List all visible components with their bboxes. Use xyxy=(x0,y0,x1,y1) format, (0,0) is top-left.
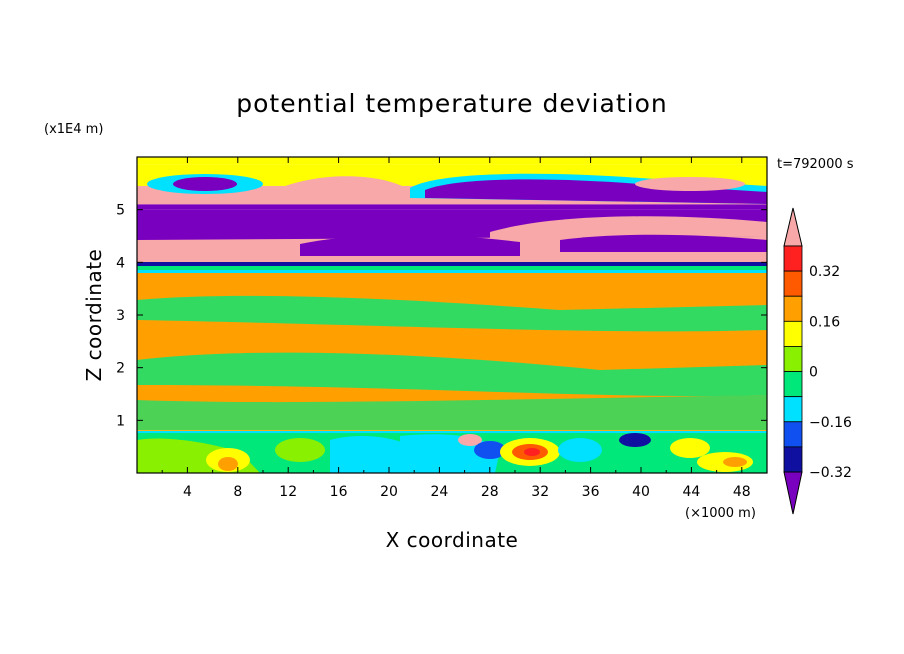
heatmap-field xyxy=(137,157,767,473)
feature xyxy=(137,352,767,397)
x-tick-label: 48 xyxy=(733,484,751,500)
x-tick-label: 8 xyxy=(233,484,242,500)
feature xyxy=(137,270,767,273)
field-band xyxy=(137,204,767,210)
time-label: t=792000 s xyxy=(777,157,854,172)
feature xyxy=(635,177,745,191)
y-axis-ticks: 1 2 3 4 5 xyxy=(116,203,767,429)
feature xyxy=(137,431,767,433)
feature xyxy=(275,438,325,462)
colorbar-extend-high xyxy=(783,207,803,247)
feature xyxy=(300,234,520,256)
feature xyxy=(560,234,767,252)
y-tick-label: 2 xyxy=(116,361,125,377)
colorbar-swatch xyxy=(783,346,803,372)
feature xyxy=(137,212,470,240)
colorbar-swatch xyxy=(783,270,803,297)
colorbar-tick-label: −0.16 xyxy=(809,415,852,431)
colorbar-tick-label: 0.32 xyxy=(809,264,840,280)
feature xyxy=(425,179,767,204)
feature xyxy=(218,457,238,471)
x-axis-label: X coordinate xyxy=(386,528,519,552)
y-unit-label: (x1E4 m) xyxy=(44,122,103,137)
x-tick-label: 20 xyxy=(380,484,398,500)
colorbar-extend-low xyxy=(783,471,803,515)
feature xyxy=(670,438,710,458)
colorbar-tick-label: 0.16 xyxy=(809,314,840,330)
x-tick-label: 40 xyxy=(632,484,650,500)
x-tick-label: 4 xyxy=(183,484,192,500)
feature xyxy=(137,295,767,332)
x-tick-label: 12 xyxy=(279,484,297,500)
x-tick-label: 44 xyxy=(682,484,700,500)
feature xyxy=(474,441,506,459)
feature xyxy=(458,434,482,446)
x-tick-label: 36 xyxy=(582,484,600,500)
chart-title: potential temperature deviation xyxy=(236,89,667,118)
colorbar: 0.32 0.16 0 −0.16 −0.32 xyxy=(783,207,852,515)
colorbar-swatch xyxy=(783,421,803,448)
colorbar-swatch xyxy=(783,396,803,423)
feature xyxy=(619,433,651,447)
colorbar-tick-label: 0 xyxy=(809,365,818,381)
feature xyxy=(280,176,410,198)
y-tick-label: 1 xyxy=(116,413,125,429)
x-tick-label: 16 xyxy=(330,484,348,500)
y-tick-label: 5 xyxy=(116,203,125,219)
x-tick-label: 24 xyxy=(430,484,448,500)
y-tick-label: 3 xyxy=(116,308,125,324)
feature xyxy=(137,395,767,430)
field-band xyxy=(137,157,767,165)
y-axis-label: Z coordinate xyxy=(82,249,106,382)
feature xyxy=(524,448,540,456)
feature xyxy=(558,438,602,462)
upper-layer-features xyxy=(137,173,767,273)
x-tick-label: 32 xyxy=(531,484,549,500)
colorbar-swatch xyxy=(783,295,803,322)
colorbar-swatch xyxy=(783,371,803,398)
feature xyxy=(330,436,420,473)
colorbar-swatch xyxy=(783,245,803,272)
colorbar-tick-label: −0.32 xyxy=(809,465,852,481)
feature xyxy=(137,266,767,270)
feature xyxy=(173,177,237,191)
lower-layer-features xyxy=(137,431,767,473)
mid-layer-features xyxy=(137,295,767,430)
x-axis-ticks: 4 8 12 16 20 24 28 32 36 40 44 48 xyxy=(161,157,751,500)
colorbar-swatch xyxy=(783,446,803,473)
feature xyxy=(137,262,767,266)
feature xyxy=(490,216,767,240)
x-unit-label: (×1000 m) xyxy=(685,506,756,521)
colorbar-swatch xyxy=(783,320,803,347)
feature xyxy=(723,457,747,467)
x-tick-label: 28 xyxy=(481,484,499,500)
y-tick-label: 4 xyxy=(116,255,125,271)
